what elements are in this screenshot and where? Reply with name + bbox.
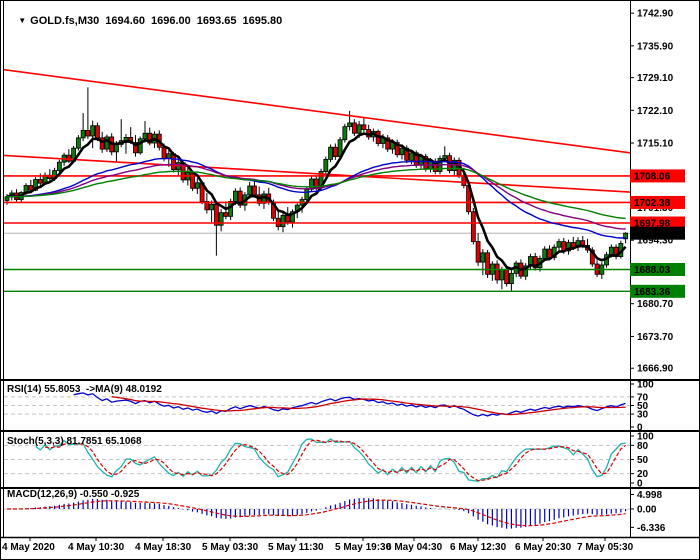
date-tick-label: 6 May 20:30 [515,542,572,553]
price-badge-label: 1683.36 [634,287,671,298]
date-tick-label: 5 May 03:30 [202,542,259,553]
price-badge-label: 1688.03 [634,265,671,276]
stoch-k-line [35,438,626,482]
rsi-line [73,392,626,417]
price-tick-label: 1666.90 [637,364,674,375]
rsi-tick-label: 30 [637,410,649,421]
ma-purple [6,163,626,230]
date-tick-label: 4 May 2020 [2,542,55,553]
price-tick-label: 1673.70 [637,332,674,343]
macd-tick-label: 0.00 [637,505,657,516]
price-axis: 1742.901735.901729.101722.101715.101701.… [630,9,685,534]
price-tick-label: 1715.10 [637,139,674,150]
candles [4,87,629,291]
price-badge-label: 1695.80 [634,229,671,240]
price-tick-label: 1722.10 [637,106,674,117]
price-badge-label: 1697.98 [634,219,671,230]
ma-green [7,167,626,220]
stoch-tick-label: 100 [637,432,654,443]
main-price-chart[interactable] [0,68,630,293]
macd-tick-label: -6.336 [637,523,666,534]
macd-histogram [11,497,627,529]
ma-fast-black [6,132,627,272]
date-tick-label: 4 May 10:30 [68,542,125,553]
macd-tick-label: 4.998 [637,490,662,501]
date-axis: 4 May 2020 4 May 10:30 4 May 18:30 5 May 03… [2,537,634,553]
price-tick-label: 1694.30 [637,236,674,247]
stoch-panel[interactable] [4,438,630,482]
date-tick-label: 6 May 12:30 [450,542,507,553]
rsi-ma-line [111,395,626,416]
price-badge-resistance [630,169,685,183]
macd-signal-line [7,499,626,527]
rsi-tick-label: 50 [637,401,649,412]
price-tick-label: 1742.90 [637,9,674,20]
price-tick-label: 1729.10 [637,73,674,84]
price-badge-resistance [630,195,685,209]
date-tick-label: 7 May 05:30 [577,542,634,553]
stoch-tick-label: 50 [637,455,649,466]
date-tick-label: 5 May 19:30 [335,542,392,553]
price-badge-current [630,226,685,240]
price-badge-support [630,262,685,276]
macd-panel[interactable] [4,497,630,529]
rsi-tick-label: 100 [637,380,654,391]
rsi-tick-label: 0 [637,423,643,434]
price-badge-label: 1702.38 [634,198,671,209]
price-tick-label: 1735.90 [637,41,674,52]
price-tick-label: 1680.70 [637,299,674,310]
stoch-d-line [44,439,626,482]
stoch-tick-label: 20 [637,469,649,480]
date-tick-label: 6 May 04:30 [386,542,443,553]
rsi-tick-label: 70 [637,392,649,403]
price-badge-label: 1708.06 [634,171,671,182]
stoch-tick-label: 0 [637,479,643,490]
price-badge-resistance [630,216,685,230]
date-tick-label: 4 May 18:30 [135,542,192,553]
stoch-tick-label: 80 [637,441,649,452]
descending-trendline[interactable] [0,154,630,193]
date-tick-label: 5 May 11:30 [268,542,324,553]
price-badge-support [630,284,685,298]
ma-blue [6,157,626,239]
moving-averages [6,132,627,272]
descending-trendline[interactable] [0,68,630,154]
rsi-panel[interactable] [4,392,630,417]
